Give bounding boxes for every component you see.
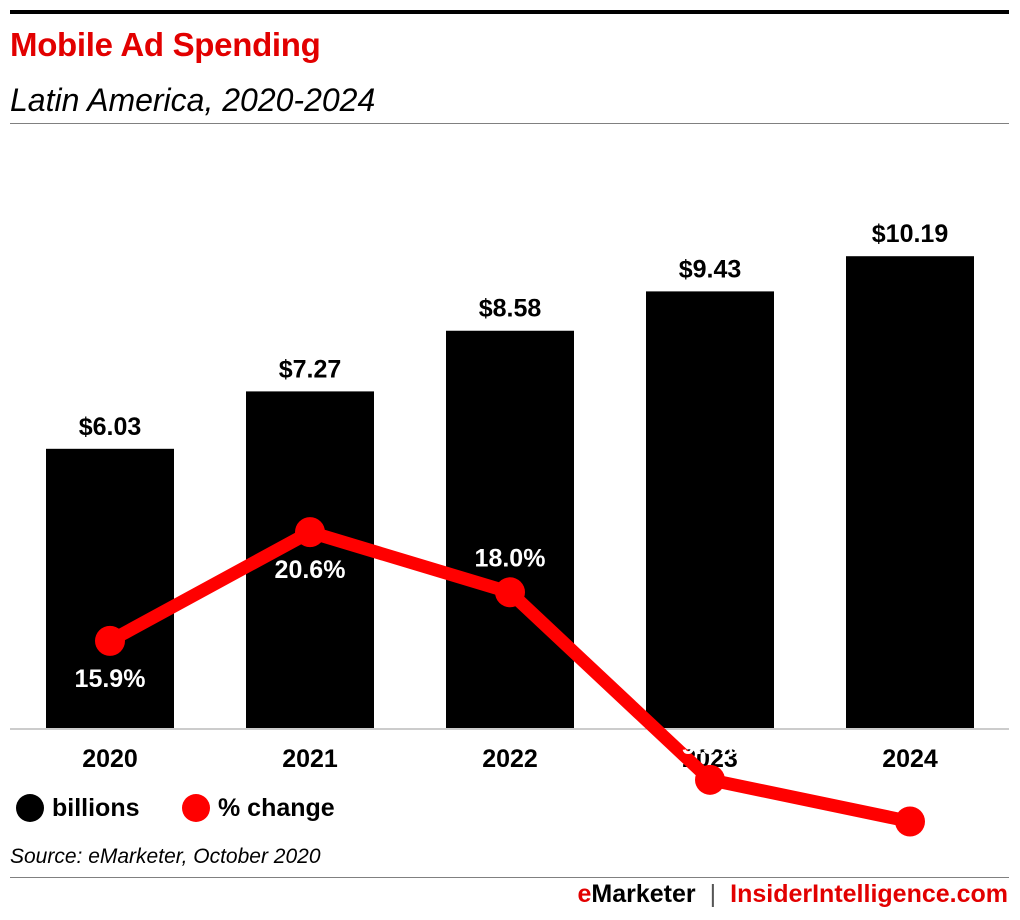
percent-change-label-2021: 20.6% (275, 556, 346, 584)
legend-item-billions: billions (16, 790, 140, 826)
percent-change-label-2022: 18.0% (475, 544, 546, 572)
bar-value-label-2024: $10.19 (872, 220, 948, 248)
legend-label-billions: billions (52, 793, 140, 822)
chart-subtitle: Latin America, 2020-2024 (10, 82, 376, 118)
bar-2023 (646, 291, 774, 728)
legend-swatch-percent-change (182, 794, 210, 822)
bar-2020 (46, 448, 174, 728)
bar-2022 (446, 330, 574, 728)
x-tick-label-2021: 2021 (282, 745, 338, 773)
legend-swatch-billions (16, 794, 44, 822)
footer-branding: eMarketer | InsiderIntelligence.com (578, 880, 1009, 909)
bar-value-label-2022: $8.58 (479, 295, 542, 323)
percent-change-label-2020: 15.9% (75, 665, 146, 693)
subtitle-rule (10, 123, 1009, 124)
percent-change-point-2023 (695, 764, 725, 795)
bar-2024 (846, 256, 974, 728)
percent-change-point-2024 (895, 806, 925, 837)
top-rule (10, 10, 1009, 14)
x-tick-label-2022: 2022 (482, 745, 538, 773)
x-tick-label-2024: 2024 (882, 745, 938, 773)
x-tick-label-2020: 2020 (82, 745, 138, 773)
legend-label-percent-change: % change (218, 793, 335, 822)
insider-intelligence-link[interactable]: InsiderIntelligence.com (730, 880, 1008, 908)
bar-value-label-2021: $7.27 (279, 355, 342, 383)
source-note: Source: eMarketer, October 2020 (10, 845, 321, 868)
bar-value-label-2020: $6.03 (79, 413, 142, 441)
percent-change-point-2021 (295, 517, 325, 548)
percent-change-label-2023: 9.9% (682, 732, 739, 760)
percent-change-point-2020 (95, 625, 125, 656)
legend-item-percent-change: % change (182, 790, 335, 826)
percent-change-point-2022 (495, 577, 525, 608)
chart-title: Mobile Ad Spending (10, 26, 321, 63)
bar-value-label-2023: $9.43 (679, 255, 742, 283)
footer-separator: | (709, 880, 717, 908)
emarketer-logo: eMarketer (577, 880, 696, 908)
bottom-rule (10, 877, 1009, 878)
percent-change-label-2024: 8.1% (882, 773, 939, 801)
